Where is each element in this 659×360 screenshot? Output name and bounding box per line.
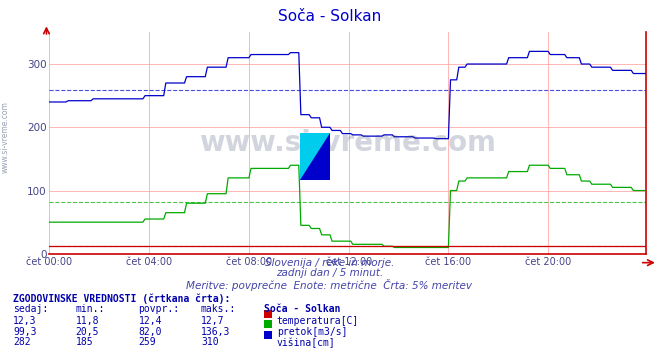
- Text: 12,3: 12,3: [13, 316, 37, 326]
- Text: povpr.:: povpr.:: [138, 304, 179, 314]
- Text: ZGODOVINSKE VREDNOSTI (črtkana črta):: ZGODOVINSKE VREDNOSTI (črtkana črta):: [13, 293, 231, 304]
- Text: 12,7: 12,7: [201, 316, 225, 326]
- Polygon shape: [300, 133, 330, 180]
- Text: 99,3: 99,3: [13, 327, 37, 337]
- Text: višina[cm]: višina[cm]: [277, 337, 335, 348]
- Text: 12,4: 12,4: [138, 316, 162, 326]
- Text: 20,5: 20,5: [76, 327, 100, 337]
- Text: www.si-vreme.com: www.si-vreme.com: [199, 129, 496, 157]
- Text: 11,8: 11,8: [76, 316, 100, 326]
- Text: Slovenija / reke in morje.: Slovenija / reke in morje.: [265, 258, 394, 269]
- Text: sedaj:: sedaj:: [13, 304, 48, 314]
- Text: Soča - Solkan: Soča - Solkan: [264, 304, 340, 314]
- Text: 82,0: 82,0: [138, 327, 162, 337]
- Text: temperatura[C]: temperatura[C]: [277, 316, 359, 326]
- Text: min.:: min.:: [76, 304, 105, 314]
- Text: zadnji dan / 5 minut.: zadnji dan / 5 minut.: [276, 268, 383, 278]
- Polygon shape: [300, 133, 330, 180]
- Text: 136,3: 136,3: [201, 327, 231, 337]
- Text: 282: 282: [13, 337, 31, 347]
- Text: Soča - Solkan: Soča - Solkan: [278, 9, 381, 24]
- Text: 310: 310: [201, 337, 219, 347]
- Text: Meritve: povprečne  Enote: metrične  Črta: 5% meritev: Meritve: povprečne Enote: metrične Črta:…: [186, 279, 473, 291]
- Text: 259: 259: [138, 337, 156, 347]
- Text: www.si-vreme.com: www.si-vreme.com: [1, 101, 10, 173]
- Text: maks.:: maks.:: [201, 304, 236, 314]
- Text: 185: 185: [76, 337, 94, 347]
- Text: pretok[m3/s]: pretok[m3/s]: [277, 327, 347, 337]
